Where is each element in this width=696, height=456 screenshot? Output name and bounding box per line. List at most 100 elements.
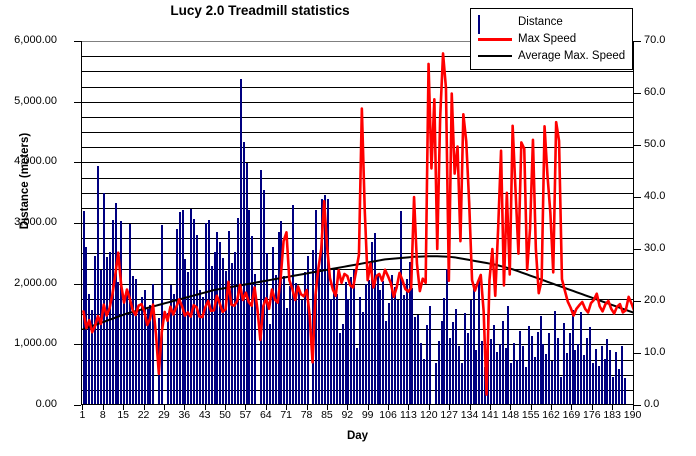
y-axis-left-tick-mark: [74, 223, 81, 224]
chart-legend: Distance Max Speed Average Max. Speed: [470, 8, 634, 70]
x-axis-tick-mark: [510, 405, 511, 410]
gridline: [82, 41, 633, 42]
x-axis-tick-mark: [612, 405, 613, 410]
x-axis-tick-mark: [82, 405, 83, 410]
x-axis-tick-label: 134: [460, 409, 479, 421]
x-axis-tick-label: 120: [420, 409, 438, 421]
gridline: [82, 71, 633, 72]
gridline: [82, 102, 633, 103]
y-axis-left-tick-mark: [74, 284, 81, 285]
x-axis-tick-mark: [184, 405, 185, 410]
x-axis-tick-mark: [225, 405, 226, 410]
legend-swatch-max-speed: [478, 33, 512, 45]
x-axis-tick-mark: [531, 405, 532, 410]
x-axis-tick-mark: [429, 405, 430, 410]
legend-item-max-speed: Max Speed: [478, 30, 625, 47]
x-axis-tick-label: 169: [562, 409, 581, 421]
chart-title: Lucy 2.0 Treadmill statistics: [170, 3, 350, 18]
gridline: [82, 178, 633, 179]
distance-bars-series: [82, 41, 633, 405]
x-axis-tick-mark: [144, 405, 145, 410]
gridline: [82, 238, 633, 239]
y-axis-right-tick-mark: [634, 405, 641, 406]
y-axis-left-tick-mark: [74, 41, 81, 42]
x-axis-tick-mark: [633, 405, 634, 410]
x-axis-tick-label: 113: [400, 409, 417, 421]
x-axis-tick-mark: [103, 405, 104, 410]
x-axis-tick-label: 50: [219, 409, 231, 421]
y-axis-left-tick-mark: [74, 162, 81, 163]
x-axis-tick-mark: [408, 405, 409, 410]
x-axis-tick-mark: [490, 405, 491, 410]
x-axis-tick-label: 22: [137, 409, 150, 421]
legend-item-distance: Distance: [478, 13, 625, 34]
gridline: [82, 56, 633, 57]
x-axis-tick-mark: [388, 405, 389, 410]
legend-label-distance: Distance: [518, 15, 563, 28]
gridline: [82, 223, 633, 224]
x-axis-tick-label: 78: [300, 409, 313, 421]
x-axis-tick-mark: [347, 405, 348, 410]
x-axis-tick-label: 176: [583, 409, 601, 421]
x-axis-tick-label: 162: [542, 409, 560, 421]
y-axis-right-tick-mark: [634, 41, 641, 42]
x-axis-tick-mark: [449, 405, 450, 410]
x-axis-tick-mark: [245, 405, 246, 410]
gridline: [82, 299, 633, 300]
y-axis-right-tick-label: 30.0: [644, 242, 666, 254]
x-axis-tick-label: 127: [440, 409, 458, 421]
x-axis-tick-mark: [164, 405, 165, 410]
x-axis-tick-mark: [307, 405, 308, 410]
x-axis-tick-label: 183: [603, 409, 621, 421]
gridline: [82, 284, 633, 285]
y-axis-right-tick-label: 70.0: [644, 34, 666, 46]
y-axis-right-tick-mark: [634, 249, 641, 250]
gridline: [82, 253, 633, 254]
y-axis-left-tick-label: 0.00: [35, 398, 57, 410]
y-axis-right-tick-label: 40.0: [644, 190, 666, 202]
x-axis-tick-mark: [266, 405, 267, 410]
gridline: [82, 87, 633, 88]
gridline: [82, 132, 633, 133]
x-axis-tick-label: 155: [521, 409, 540, 421]
x-axis-tick-label: 92: [341, 409, 354, 421]
y-axis-left-tick-label: 2,000.00: [14, 276, 57, 289]
x-axis-tick-label: 99: [361, 409, 374, 421]
x-axis-tick-label: 8: [99, 409, 106, 421]
gridline: [82, 162, 633, 163]
y-axis-right-tick-label: 20.0: [644, 294, 666, 306]
gridline: [82, 329, 633, 330]
y-axis-right-tick-mark: [634, 93, 641, 94]
gridline: [82, 117, 633, 118]
plot-bottom-border: [82, 404, 633, 405]
y-axis-right-tick-mark: [634, 353, 641, 354]
y-axis-right-tick-label: 60.0: [644, 86, 666, 98]
x-axis-title: Day: [346, 430, 369, 442]
y-axis-left-tick-label: 3,000.00: [14, 216, 57, 228]
gridline: [82, 344, 633, 345]
legend-swatch-distance: [478, 14, 512, 34]
y-axis-left-tick-mark: [74, 102, 81, 103]
y-axis-right-tick-mark: [634, 145, 641, 146]
legend-item-average-max-speed: Average Max. Speed: [478, 47, 625, 64]
x-axis-tick-mark: [327, 405, 328, 410]
legend-label-max-speed: Max Speed: [518, 32, 577, 45]
x-axis-tick-label: 106: [379, 409, 397, 421]
y-axis-right-tick-label: 10.0: [644, 346, 666, 358]
x-axis-tick-mark: [205, 405, 206, 410]
y-axis-left-tick-mark: [74, 344, 81, 345]
x-axis-tick-mark: [551, 405, 552, 410]
x-axis-tick-label: 71: [280, 409, 293, 421]
y-axis-right-tick-mark: [634, 197, 641, 198]
x-axis-tick-mark: [571, 405, 572, 410]
gridline: [82, 314, 633, 315]
y-axis-right-tick-mark: [634, 301, 641, 302]
x-axis-tick-label: 141: [481, 409, 499, 421]
x-axis-tick-label: 36: [178, 409, 191, 421]
gridline: [82, 147, 633, 148]
x-axis-tick-label: 85: [321, 409, 333, 421]
gridline: [82, 208, 633, 209]
legend-label-average-max-speed: Average Max. Speed: [518, 49, 626, 62]
x-axis-tick-mark: [470, 405, 471, 410]
plot-area: [81, 41, 634, 405]
